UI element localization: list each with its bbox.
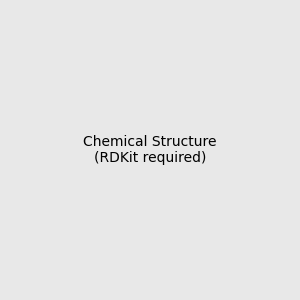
Text: Chemical Structure
(RDKit required): Chemical Structure (RDKit required): [83, 135, 217, 165]
